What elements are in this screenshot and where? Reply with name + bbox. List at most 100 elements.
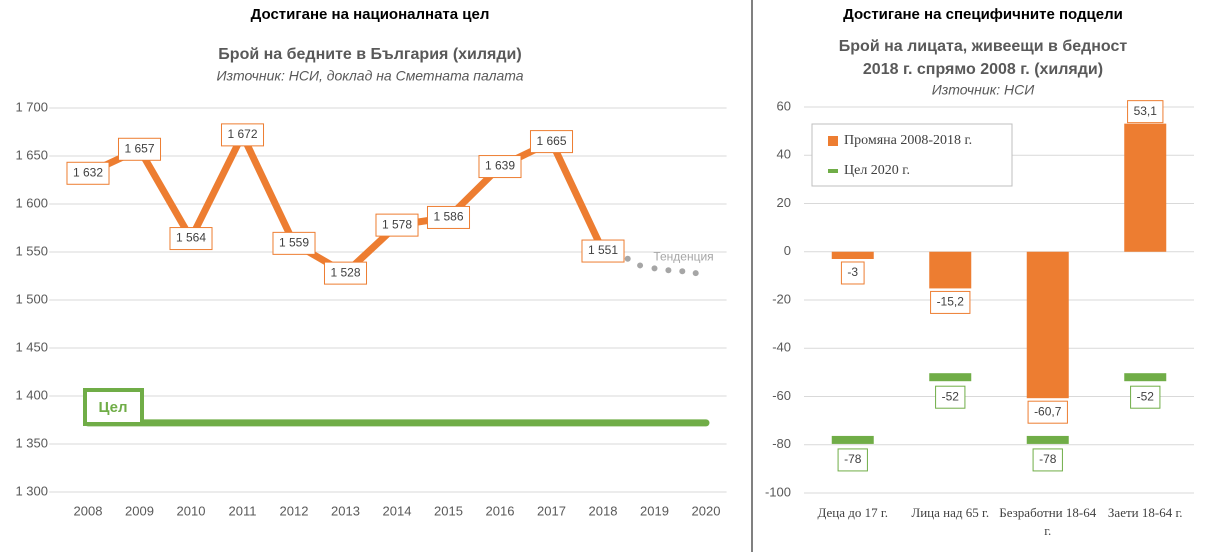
trend-dot — [624, 255, 631, 262]
y-tick-label: -100 — [765, 484, 791, 499]
data-label: 1 578 — [382, 217, 412, 231]
y-tick-label: -20 — [772, 291, 791, 306]
chart-subtitle: Източник: НСИ, доклад на Сметната палата — [216, 68, 523, 84]
x-tick-label: 2010 — [177, 503, 206, 518]
target-marker — [831, 435, 874, 444]
x-tick-label: 2012 — [280, 503, 309, 518]
data-label-box — [169, 227, 213, 251]
y-tick-label: 1 350 — [15, 435, 48, 450]
data-label: 1 551 — [588, 243, 618, 257]
y-tick-label: 1 650 — [15, 147, 48, 162]
y-tick-label: 20 — [777, 195, 791, 210]
target-marker — [1026, 435, 1069, 444]
data-label-box — [930, 290, 971, 314]
bar — [1026, 251, 1069, 399]
data-label-box — [837, 448, 868, 472]
legend-swatch — [828, 169, 838, 173]
y-tick-label: -40 — [772, 340, 791, 355]
data-label-box — [1032, 448, 1063, 472]
x-tick-label-wrap: Безработни 18-64 г. — [999, 505, 1097, 538]
chart-subtitle: Източник: НСИ — [932, 82, 1036, 98]
data-label: 1 672 — [227, 127, 257, 141]
data-label-box — [935, 385, 966, 409]
y-tick-label: 60 — [777, 98, 791, 113]
data-label-box — [840, 261, 865, 285]
x-tick-label-wrap: Деца до 17 г. — [817, 505, 888, 520]
data-label: 1 665 — [536, 134, 566, 148]
data-label-box — [478, 155, 522, 179]
legend-label: Цел 2020 г. — [844, 163, 910, 178]
legend-box — [811, 123, 1013, 187]
target-marker — [1124, 373, 1167, 382]
header: Достигане на специфичните подцели — [843, 6, 1123, 23]
data-label: 1 632 — [73, 165, 103, 179]
data-label: 1 586 — [433, 210, 463, 224]
data-label: -3 — [847, 265, 858, 279]
y-tick-label: 40 — [777, 147, 791, 162]
data-label: -15,2 — [937, 295, 965, 309]
data-label: 53,1 — [1134, 104, 1158, 118]
trend-dot — [692, 270, 699, 277]
trend-dot — [651, 265, 658, 272]
x-tick-label: Заети 18-64 г. — [1107, 505, 1183, 520]
y-tick-label: 1 550 — [15, 243, 48, 258]
trend-dot — [637, 262, 644, 269]
trend-label: Тенденция — [653, 249, 713, 263]
data-label-box — [426, 205, 471, 229]
trend-dot — [679, 268, 686, 275]
y-tick-label: 1 700 — [15, 99, 48, 114]
x-tick-label: Деца до 17 г. — [817, 505, 888, 520]
x-tick-label: 2009 — [125, 503, 154, 518]
x-tick-label: Безработни 18-64 г. — [999, 505, 1097, 538]
y-tick-label: 1 600 — [15, 195, 48, 210]
data-label-box — [581, 239, 625, 263]
x-tick-label-wrap: Заети 18-64 г. — [1107, 505, 1183, 520]
y-tick-label: 1 450 — [15, 339, 48, 354]
x-tick-label: 2017 — [537, 503, 566, 518]
data-label-box — [66, 161, 110, 185]
target-label-box — [83, 388, 144, 426]
y-tick-label: 0 — [784, 243, 791, 258]
data-label-box — [375, 213, 419, 237]
data-label: -60,7 — [1034, 404, 1062, 418]
target-label: Цел — [98, 399, 127, 416]
data-label: 1 639 — [485, 159, 515, 173]
data-label: -52 — [1137, 389, 1155, 403]
data-label-box — [272, 231, 316, 255]
x-tick-label: 2011 — [229, 503, 257, 518]
x-tick-label: 2013 — [331, 503, 360, 518]
y-tick-label: 1 300 — [15, 483, 48, 498]
y-tick-label: -80 — [772, 436, 791, 451]
x-tick-label: 2019 — [640, 503, 669, 518]
data-label: 1 657 — [124, 141, 154, 155]
x-tick-label-wrap: Лица над 65 г. — [911, 505, 990, 520]
chart-title: Брой на лицата, живеещи в бедност — [839, 38, 1128, 55]
chart-title: 2018 г. спрямо 2008 г. (хиляди) — [863, 61, 1103, 78]
x-tick-label: 2015 — [434, 503, 463, 518]
chart-title: Брой на бедните в България (хиляди) — [218, 46, 521, 63]
data-label: -78 — [844, 452, 862, 466]
header: Достигане на националната цел — [251, 6, 490, 23]
x-tick-label: 2020 — [692, 503, 721, 518]
data-label-box — [1127, 100, 1164, 124]
x-tick-label: 2014 — [383, 503, 412, 518]
trend-dot — [665, 267, 672, 274]
legend-label: Промяна 2008-2018 г. — [844, 133, 972, 148]
data-label: 1 564 — [176, 231, 206, 245]
legend-swatch — [828, 136, 838, 146]
x-tick-label: 2016 — [486, 503, 515, 518]
y-tick-label: 1 500 — [15, 291, 48, 306]
x-tick-label: Лица над 65 г. — [911, 505, 990, 520]
data-label-box — [1027, 400, 1068, 424]
data-label: 1 528 — [330, 265, 360, 279]
target-marker — [929, 373, 972, 382]
bar — [1124, 123, 1167, 252]
x-tick-label: 2018 — [589, 503, 618, 518]
y-tick-label: 1 400 — [15, 387, 48, 402]
data-label: 1 559 — [279, 236, 309, 250]
data-label: -52 — [942, 389, 960, 403]
x-tick-label: 2008 — [74, 503, 103, 518]
data-label: -78 — [1039, 452, 1057, 466]
bar — [831, 251, 874, 259]
